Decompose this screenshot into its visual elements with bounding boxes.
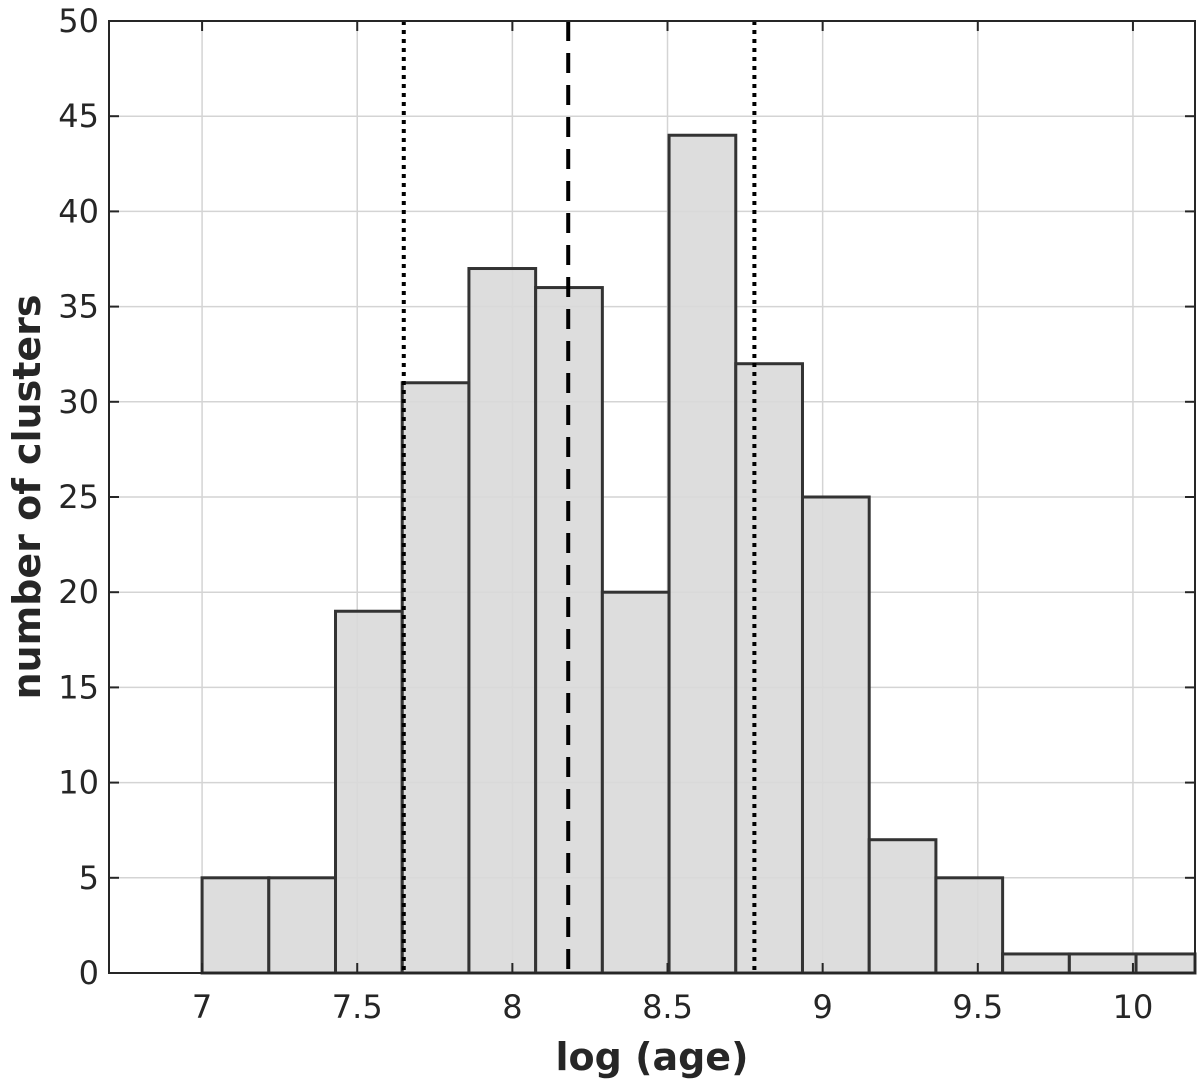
- x-tick-label: 7: [192, 988, 212, 1026]
- y-tick-label: 0: [79, 954, 99, 992]
- y-tick-label: 30: [58, 383, 99, 421]
- histogram-bar: [200, 876, 271, 975]
- axes: [108, 20, 1196, 974]
- y-tick-labels: 0 5 10 15 20 25 30 35 40 45 50: [58, 2, 99, 992]
- histogram-bar: [600, 590, 671, 975]
- y-tick-label: 40: [58, 192, 99, 230]
- histogram-bar: [267, 876, 338, 975]
- x-tick-label: 10: [1113, 988, 1154, 1026]
- histogram-bar: [867, 838, 938, 975]
- y-tick-label: 5: [79, 859, 99, 897]
- x-tick-label: 8: [502, 988, 522, 1026]
- x-axis-label: log (age): [556, 1035, 749, 1079]
- y-tick-label: 50: [58, 2, 99, 40]
- y-tick-label: 25: [58, 478, 99, 516]
- histogram-bar: [1134, 952, 1197, 975]
- bars: [200, 133, 1197, 975]
- x-tick-label: 8.5: [642, 988, 693, 1026]
- histogram-bar: [400, 381, 471, 975]
- histogram-bar: [734, 362, 804, 975]
- y-tick-label: 10: [58, 764, 99, 802]
- reference-lines: [401, 21, 757, 973]
- y-tick-label: 35: [58, 288, 99, 326]
- histogram-bar: [800, 495, 871, 975]
- x-tick-label: 9: [812, 988, 832, 1026]
- histogram-bar: [334, 609, 404, 975]
- histogram-bar: [667, 133, 738, 975]
- y-tick-label: 15: [58, 668, 99, 706]
- x-tick-labels: 7 7.5 8 8.5 9 9.5 10: [192, 988, 1153, 1026]
- histogram-bar: [934, 876, 1005, 975]
- histogram-bar: [1067, 952, 1138, 975]
- x-tick-label: 9.5: [952, 988, 1003, 1026]
- y-tick-label: 45: [58, 97, 99, 135]
- y-axis-label: number of clusters: [5, 294, 49, 699]
- histogram-bar: [467, 267, 538, 975]
- x-tick-label: 7.5: [332, 988, 383, 1026]
- histogram-bar: [1001, 952, 1071, 975]
- y-tick-label: 20: [58, 573, 99, 611]
